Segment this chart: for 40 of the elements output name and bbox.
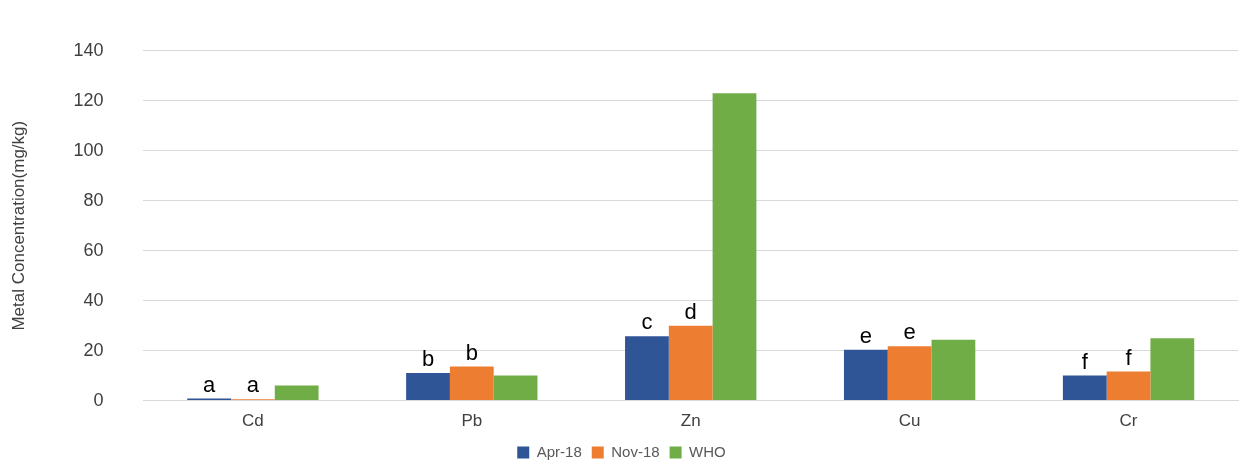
y-tick-label: 120 [73, 89, 104, 110]
bar [449, 366, 494, 401]
legend-label: Apr-18 [536, 442, 582, 460]
data-label: e [903, 319, 916, 345]
data-label: c [641, 309, 653, 335]
data-label: e [859, 322, 872, 348]
bar [887, 346, 932, 401]
bar [843, 349, 888, 401]
y-tick-label: 100 [73, 139, 104, 160]
data-label: d [684, 298, 697, 324]
y-tick-label: 0 [93, 389, 104, 410]
legend-label: WHO [689, 442, 726, 460]
y-tick-label: 80 [83, 189, 104, 210]
bar [668, 325, 713, 401]
bar [1062, 375, 1107, 401]
x-tick-label: Zn [680, 411, 701, 431]
data-label: f [1081, 348, 1089, 374]
x-tick-label: Cr [1119, 411, 1138, 431]
data-label: a [202, 371, 216, 397]
bar [931, 339, 976, 401]
data-label: b [421, 346, 435, 372]
bar [625, 336, 669, 401]
bar [274, 385, 319, 401]
x-tick-label: Cd [242, 411, 264, 431]
legend-label: Nov-18 [611, 442, 660, 460]
bar [1150, 338, 1195, 401]
y-tick-label: 20 [83, 339, 104, 360]
bar [406, 373, 450, 401]
y-tick-label: 140 [73, 39, 104, 60]
data-label: a [246, 372, 260, 398]
x-tick-label: Cu [898, 411, 921, 431]
y-tick-label: 40 [83, 289, 104, 310]
y-axis-title: Metal Concentration(mg/kg) [8, 120, 28, 331]
x-tick-label: Pb [461, 411, 483, 431]
data-label: b [465, 339, 478, 365]
bar [712, 93, 757, 401]
y-tick-label: 60 [83, 239, 104, 260]
bar [493, 375, 538, 401]
bar [1106, 371, 1151, 401]
data-label: f [1125, 344, 1133, 370]
